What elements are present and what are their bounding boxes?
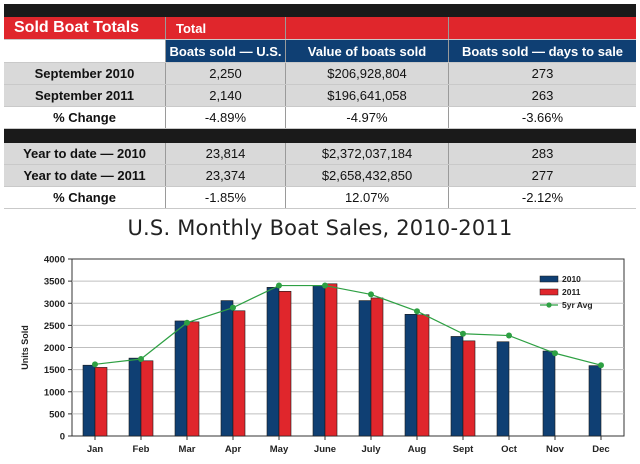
y-tick-label: 0 [60, 432, 65, 443]
bar-2011-Aug [416, 314, 430, 437]
bar-2010-June [312, 285, 326, 437]
row-label: September 2010 [4, 63, 166, 84]
x-tick-label: July [361, 444, 381, 455]
bar-2010-Oct [496, 341, 510, 437]
x-tick-label: Nov [546, 444, 565, 455]
cell-sold: 2,140 [166, 85, 286, 106]
x-tick-label: Oct [501, 444, 518, 455]
line-5yr-Avg [94, 284, 602, 366]
bar-2011-July [370, 297, 384, 437]
avg-point-Nov [552, 350, 558, 357]
cell-value: $2,372,037,184 [286, 143, 449, 164]
bar-2011-June [324, 283, 338, 437]
legend-swatch-2010 [539, 275, 559, 283]
bar-2010-May [266, 287, 280, 437]
col-header-value: Value of boats sold [286, 40, 449, 62]
row-label: September 2011 [4, 85, 166, 106]
header-blank-1 [286, 17, 449, 39]
y-tick-label: 1500 [44, 365, 65, 376]
x-tick-label: Feb [133, 444, 150, 455]
row-label: % Change [4, 187, 166, 208]
x-tick-label: Jan [87, 444, 104, 455]
cell-value: -4.97% [286, 107, 449, 128]
bar-2011-Mar [186, 321, 200, 437]
y-axis-label: Units Sold [20, 325, 30, 370]
x-tick-label: June [314, 444, 336, 455]
cell-days: 263 [449, 85, 636, 106]
y-tick-label: 1000 [44, 387, 65, 398]
bar-2010-Aug [404, 314, 418, 437]
x-tick-label: Sept [453, 444, 474, 455]
cell-value: $196,641,058 [286, 85, 449, 106]
y-tick-label: 2000 [44, 343, 65, 354]
bar-2010-Feb [128, 357, 142, 437]
header-total: Total [166, 17, 286, 39]
row-label: Year to date — 2010 [4, 143, 166, 164]
legend-label: 2011 [562, 287, 581, 297]
cell-days: 283 [449, 143, 636, 164]
cell-sold: 2,250 [166, 63, 286, 84]
bar-2010-Dec [588, 365, 602, 437]
col-header-days: Boats sold — days to sale [449, 40, 636, 62]
bar-2010-Mar [174, 320, 188, 437]
cell-sold: 23,814 [166, 143, 286, 164]
cell-days: -3.66% [449, 107, 636, 128]
cell-days: 277 [449, 165, 636, 186]
bar-2011-Sept [462, 340, 476, 437]
avg-point-Sept [460, 330, 466, 337]
avg-point-Aug [414, 308, 420, 315]
table-title: Sold Boat Totals [4, 17, 166, 39]
y-tick-label: 500 [49, 409, 65, 420]
cell-value: $2,658,432,850 [286, 165, 449, 186]
row-label: Year to date — 2011 [4, 165, 166, 186]
bar-2011-Apr [232, 310, 246, 437]
cell-days: 273 [449, 63, 636, 84]
header-blank-2 [449, 17, 636, 39]
cell-value: $206,928,804 [286, 63, 449, 84]
cell-sold: 23,374 [166, 165, 286, 186]
x-tick-label: Aug [408, 444, 427, 455]
header-empty [4, 40, 166, 62]
avg-point-Jan [92, 361, 98, 368]
bar-2010-Apr [220, 300, 234, 437]
avg-point-May [276, 282, 282, 289]
avg-point-Apr [230, 304, 236, 311]
x-tick-label: Apr [225, 444, 242, 455]
avg-point-July [368, 291, 374, 298]
bar-2011-Jan [94, 367, 108, 437]
bar-2010-Jan [82, 364, 96, 437]
row-label: % Change [4, 107, 166, 128]
y-tick-label: 2500 [44, 321, 65, 332]
sold-boat-totals-table: Sold Boat Totals Total Boats sold — U.S.… [4, 4, 636, 209]
cell-days: -2.12% [449, 187, 636, 208]
cell-sold: -1.85% [166, 187, 286, 208]
legend-swatch-2011 [539, 288, 559, 296]
legend-marker-avg [546, 302, 552, 308]
bar-2010-Sept [450, 336, 464, 437]
col-header-sold: Boats sold — U.S. [166, 40, 286, 62]
x-tick-label: May [270, 444, 289, 455]
avg-point-June [322, 282, 328, 289]
bar-2010-July [358, 300, 372, 437]
legend-label: 5yr Avg [562, 300, 593, 310]
bar-2010-Nov [542, 350, 556, 437]
chart-title: U.S. Monthly Boat Sales, 2010-2011 [127, 216, 513, 240]
bar-2011-May [278, 291, 292, 437]
x-tick-label: Dec [592, 444, 609, 455]
y-tick-label: 3500 [44, 277, 65, 288]
cell-value: 12.07% [286, 187, 449, 208]
divider-bar [4, 129, 636, 143]
avg-point-Dec [598, 362, 604, 369]
x-tick-label: Mar [179, 444, 196, 455]
top-bar [4, 4, 636, 17]
avg-point-Mar [184, 319, 190, 326]
y-tick-label: 4000 [44, 255, 65, 266]
avg-point-Feb [138, 356, 144, 363]
bar-2011-Feb [140, 360, 154, 437]
legend-label: 2010 [562, 274, 581, 284]
y-tick-label: 3000 [44, 299, 65, 310]
avg-point-Oct [506, 332, 512, 339]
cell-sold: -4.89% [166, 107, 286, 128]
